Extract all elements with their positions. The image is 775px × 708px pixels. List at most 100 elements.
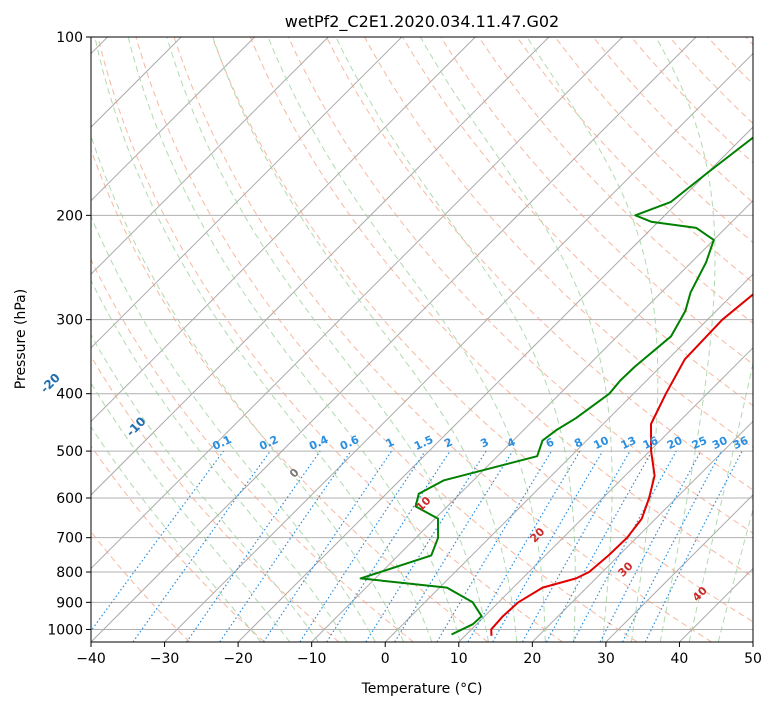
isotherm-line <box>91 37 476 423</box>
line-labels: -100-90-80-70-60-50-40-30-20-10010203040… <box>38 371 751 604</box>
mixing-ratio-label: 1.5 <box>412 433 435 453</box>
isotherm-line <box>91 37 623 570</box>
mixing-ratio-label: 20 <box>665 434 685 452</box>
isotherm-line <box>237 126 753 642</box>
moist-adiabat-line <box>127 37 461 642</box>
mixing-ratio-line <box>91 450 224 632</box>
temperature-profile <box>490 293 753 636</box>
isotherm-line <box>531 420 753 642</box>
dry-adiabat-line <box>91 258 414 642</box>
mixing-ratio-label: 0.4 <box>307 433 330 453</box>
dry-adiabat-line <box>364 37 753 449</box>
isotherm-line <box>384 273 753 642</box>
x-tick-label: −30 <box>150 651 180 667</box>
isotherm-line <box>91 37 329 275</box>
moist-adiabat-line <box>655 37 716 642</box>
dry-adiabat-line <box>592 37 753 204</box>
x-tick-label: −40 <box>76 651 106 667</box>
moist-adiabat-line <box>335 37 576 642</box>
dry-adiabat-line <box>478 37 753 324</box>
moist-adiabat-label: 30 <box>616 559 636 579</box>
y-tick-label: 300 <box>56 313 83 329</box>
mixing-ratio-label: 1 <box>384 435 396 450</box>
dry-adiabat-line <box>516 37 753 284</box>
dry-adiabat-line <box>326 37 753 491</box>
y-tick-label: 400 <box>56 387 83 403</box>
plot-frame <box>90 36 754 643</box>
mixing-ratio-line <box>262 450 392 642</box>
x-tick-label: 40 <box>671 651 689 667</box>
dry-adiabat-label: -10 <box>123 414 148 439</box>
mixing-ratio-label: 0.2 <box>257 433 280 453</box>
mixing-ratio-label: 0.6 <box>338 433 361 453</box>
isotherm-line <box>91 37 697 642</box>
mixing-ratio-line <box>572 450 677 642</box>
x-tick-label: −10 <box>297 651 327 667</box>
moist-adiabat-line <box>91 333 319 642</box>
mixing-ratio-line <box>186 450 321 642</box>
isotherm-line <box>311 199 753 642</box>
mixing-ratio-line <box>546 450 653 642</box>
dry-adiabat-line <box>440 37 753 365</box>
dry-adiabat-line <box>249 37 753 578</box>
moist-adiabat-line <box>212 37 518 642</box>
mixing-ratio-line <box>219 450 352 642</box>
isotherm-line <box>91 37 256 202</box>
x-tick-label: 50 <box>744 651 762 667</box>
x-tick-label: 10 <box>450 651 468 667</box>
y-tick-label: 600 <box>56 491 83 507</box>
y-tick-label: 900 <box>56 595 83 611</box>
moist-adiabat-line <box>267 37 546 642</box>
x-tick-label: −20 <box>223 651 253 667</box>
mixing-ratio-label: 13 <box>619 434 638 452</box>
mixing-ratio-label: 16 <box>641 434 661 452</box>
isotherm-line <box>91 37 403 349</box>
x-tick-label: 0 <box>381 651 390 667</box>
isotherm-line <box>164 52 753 642</box>
y-tick-label: 1000 <box>47 622 83 638</box>
mixing-ratio-label: 0.1 <box>210 433 233 453</box>
dry-adiabat-line <box>135 37 638 642</box>
dry-adiabat-line <box>91 148 489 642</box>
dry-adiabat-line <box>669 37 753 125</box>
y-axis-label: Pressure (hPa) <box>13 289 29 389</box>
mixing-ratio-label: 8 <box>572 435 584 450</box>
mixing-ratio-line <box>299 450 426 642</box>
mixing-ratio-line <box>644 450 743 642</box>
moist-adiabat-label: 0 <box>287 466 302 481</box>
moist-adiabat-line <box>91 214 376 642</box>
mixing-ratio-line <box>436 450 553 642</box>
dry-adiabat-line <box>630 37 753 164</box>
moist-adiabat-line <box>717 507 753 642</box>
axis-ticks: −40 −30 −20 −10 0 10 20 30 40 5010020030040050060… <box>47 30 762 667</box>
dry-adiabat-line <box>287 37 753 534</box>
mixing-ratio-label: 10 <box>592 434 612 452</box>
y-tick-label: 800 <box>56 565 83 581</box>
dewpoint-profile <box>359 136 753 636</box>
isotherm-line <box>91 37 550 496</box>
profile-lines <box>359 136 753 636</box>
dry-adiabat-line <box>91 445 265 642</box>
x-tick-label: 20 <box>523 651 541 667</box>
moist-adiabat-line <box>526 37 659 642</box>
mixing-ratio-label: 30 <box>710 434 730 452</box>
mixing-ratio-label: 6 <box>544 435 557 450</box>
moist-adiabat-line <box>91 134 405 642</box>
y-tick-label: 500 <box>56 444 83 460</box>
y-tick-label: 200 <box>56 208 83 224</box>
mixing-ratio-line <box>521 450 631 642</box>
mixing-ratio-line <box>394 450 514 642</box>
y-tick-label: 100 <box>56 30 83 46</box>
isotherm-line <box>679 567 753 642</box>
mixing-ratio-line <box>326 450 451 642</box>
y-tick-label: 700 <box>56 531 83 547</box>
moist-adiabat-label: 20 <box>527 525 547 545</box>
background-lines <box>91 37 753 642</box>
dry-adiabat-line <box>173 37 713 642</box>
mixing-ratio-line <box>599 450 702 642</box>
x-tick-label: 30 <box>597 651 615 667</box>
chart-title: wetPf2_C2E1.2020.034.11.47.G02 <box>285 12 559 32</box>
dry-adiabat-line <box>97 37 563 642</box>
isotherm-line <box>458 347 753 642</box>
